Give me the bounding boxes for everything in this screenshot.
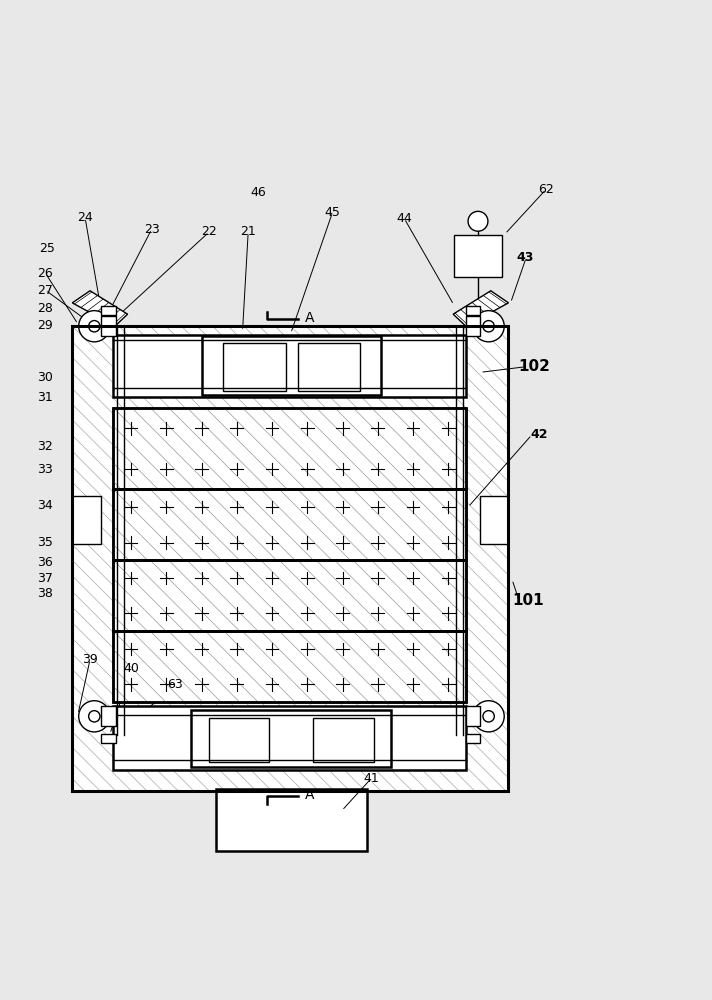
Text: 38: 38: [38, 587, 53, 600]
Bar: [113, 408, 466, 489]
Text: 43: 43: [516, 251, 533, 264]
Text: 29: 29: [38, 319, 53, 332]
Bar: [202, 336, 381, 395]
Text: 21: 21: [241, 225, 256, 238]
Bar: [113, 560, 466, 631]
Bar: [113, 560, 466, 631]
Bar: [466, 706, 480, 726]
Text: 30: 30: [38, 371, 53, 384]
Bar: [113, 631, 466, 702]
Circle shape: [79, 701, 110, 732]
Text: 101: 101: [512, 593, 543, 608]
Bar: [113, 489, 466, 560]
Bar: [113, 408, 466, 489]
Text: 40: 40: [123, 662, 139, 675]
Text: A: A: [305, 788, 315, 802]
Circle shape: [79, 311, 110, 342]
Bar: [101, 706, 115, 726]
Text: 34: 34: [38, 499, 53, 512]
Bar: [298, 343, 360, 391]
Text: 26: 26: [38, 267, 53, 280]
Text: 44: 44: [397, 212, 412, 225]
Bar: [73, 326, 508, 791]
Text: 25: 25: [40, 242, 56, 255]
Bar: [209, 718, 269, 762]
Circle shape: [483, 711, 494, 722]
Text: 27: 27: [38, 284, 53, 297]
Text: A: A: [305, 311, 315, 325]
Bar: [454, 235, 502, 277]
Bar: [313, 718, 374, 762]
Bar: [101, 734, 115, 743]
Bar: [113, 335, 466, 397]
Bar: [113, 408, 466, 489]
Bar: [113, 560, 466, 631]
Text: 63: 63: [167, 678, 183, 691]
Circle shape: [473, 701, 504, 732]
Circle shape: [88, 321, 100, 332]
Text: 102: 102: [519, 359, 550, 374]
Bar: [101, 316, 115, 336]
Bar: [216, 789, 367, 851]
Bar: [466, 316, 480, 336]
Bar: [101, 306, 115, 315]
Bar: [480, 496, 508, 544]
Circle shape: [468, 211, 488, 231]
Text: 32: 32: [38, 440, 53, 453]
Bar: [113, 489, 466, 560]
Bar: [73, 326, 508, 791]
Text: 36: 36: [38, 556, 53, 569]
Polygon shape: [453, 291, 508, 326]
Circle shape: [88, 711, 100, 722]
Text: 41: 41: [364, 772, 379, 785]
Polygon shape: [73, 291, 127, 326]
Text: 23: 23: [144, 223, 159, 236]
Bar: [113, 489, 466, 560]
Bar: [73, 496, 100, 544]
Bar: [113, 706, 466, 770]
Text: 31: 31: [38, 391, 53, 404]
Text: 42: 42: [530, 428, 548, 441]
Circle shape: [483, 321, 494, 332]
Bar: [192, 710, 392, 767]
Bar: [466, 734, 480, 743]
Text: 24: 24: [77, 211, 93, 224]
Text: 39: 39: [82, 653, 98, 666]
Text: 46: 46: [250, 186, 266, 199]
Bar: [466, 306, 480, 315]
Bar: [113, 631, 466, 702]
Text: 22: 22: [201, 225, 217, 238]
Text: 37: 37: [38, 572, 53, 585]
Bar: [224, 343, 286, 391]
Bar: [113, 631, 466, 702]
Circle shape: [473, 311, 504, 342]
Text: 35: 35: [38, 536, 53, 549]
Text: 33: 33: [38, 463, 53, 476]
Bar: [73, 326, 508, 791]
Text: 28: 28: [38, 302, 53, 315]
Text: 62: 62: [538, 183, 554, 196]
Text: 45: 45: [325, 206, 340, 219]
